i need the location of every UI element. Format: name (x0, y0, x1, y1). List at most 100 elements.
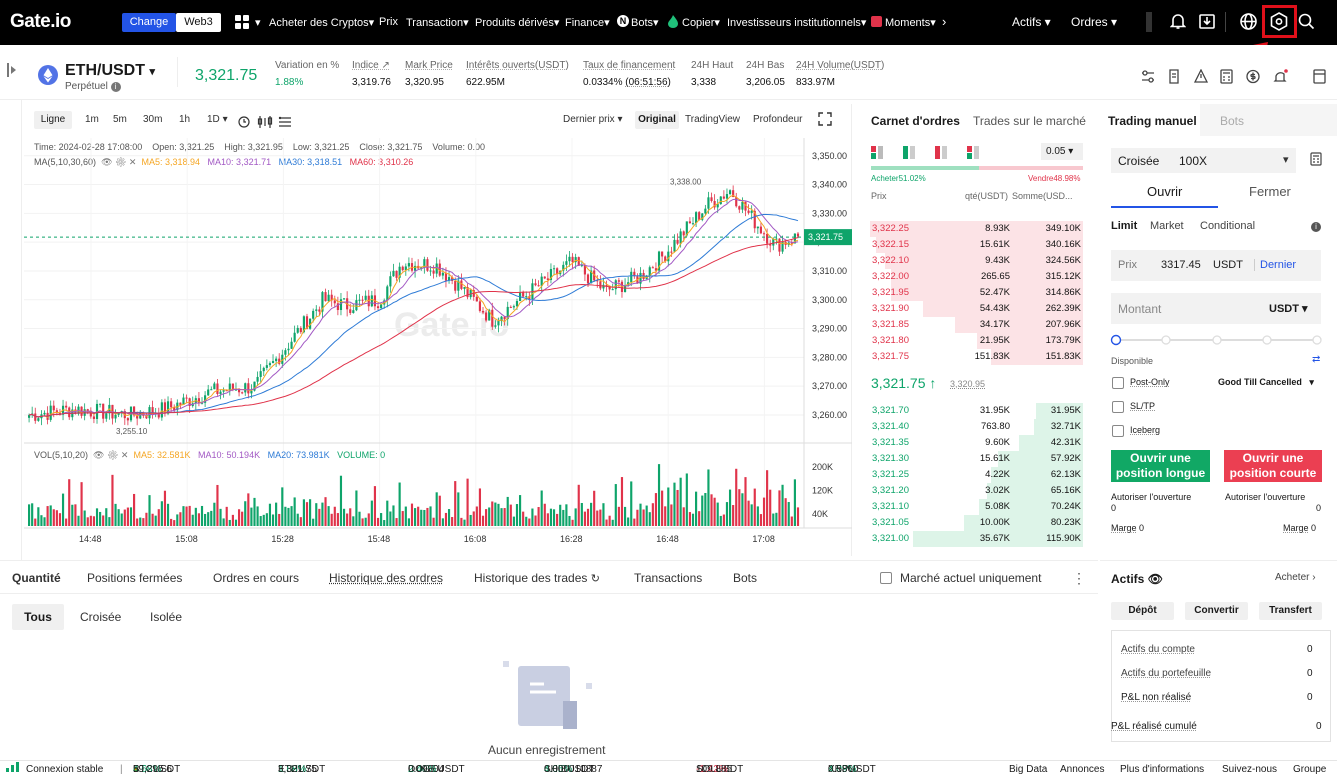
tab-manual-trading[interactable]: Trading manuel (1108, 114, 1197, 128)
bid-row[interactable]: 3,321.10 5.08K 70.24K (870, 499, 1083, 515)
ask-row[interactable]: 3,321.85 34.17K 207.96K (870, 317, 1083, 333)
interval-1h[interactable]: 1h (179, 114, 191, 125)
stat-label[interactable]: Intérêts ouverts(USDT) (466, 60, 569, 71)
tab-market-trades[interactable]: Trades sur le marché (973, 114, 1086, 128)
tab-historique-trades[interactable]: Historique des trades ↻ (474, 571, 600, 585)
sidebar-toggle-icon[interactable] (7, 63, 16, 77)
interval-5m[interactable]: 5m (113, 114, 127, 125)
nav-acheter[interactable]: Acheter des Cryptos▾ (269, 17, 375, 29)
change-toggle[interactable]: Change (122, 13, 176, 32)
bid-row[interactable]: 3,321.70 31.95K 31.95K (870, 403, 1083, 419)
asset-row-label[interactable]: P&L non réalisé (1121, 692, 1192, 703)
footer-link-plus-info[interactable]: Plus d'informations (1120, 764, 1205, 775)
tab-order-book[interactable]: Carnet d'ordres (871, 114, 960, 128)
asset-row-label[interactable]: Actifs du compte (1121, 644, 1195, 655)
settings-hexagon-icon[interactable] (1270, 12, 1288, 34)
tick-size-select[interactable]: 0.05 ▾ (1041, 143, 1083, 160)
nav-actifs[interactable]: Actifs ▾ (1012, 15, 1051, 29)
bid-row[interactable]: 3,321.35 9.60K 42.31K (870, 435, 1083, 451)
deposit-button[interactable]: Dépôt (1111, 602, 1174, 620)
refresh-icon[interactable]: ↻ (590, 573, 600, 585)
footer-link-annonces[interactable]: Annonces (1060, 764, 1105, 775)
iceberg-checkbox[interactable] (1112, 425, 1124, 437)
stat-label[interactable]: Mark Price (405, 60, 453, 71)
language-globe-icon[interactable] (1240, 13, 1257, 33)
subtab-tous[interactable]: Tous (12, 604, 64, 630)
download-icon[interactable] (1199, 13, 1215, 33)
web3-toggle[interactable]: Web3 (176, 13, 221, 32)
open-short-button[interactable]: Ouvrir une position courte (1224, 450, 1322, 482)
interval-1m[interactable]: 1m (85, 114, 99, 125)
tab-quantite[interactable]: Quantité (12, 571, 61, 585)
nav-finance[interactable]: Finance▾ (565, 17, 610, 29)
last-price-button[interactable]: Dernier (1254, 259, 1296, 271)
nav-more-chevron-icon[interactable]: › (942, 14, 947, 29)
more-vertical-icon[interactable]: ⋮ (1072, 570, 1086, 586)
nav-copier[interactable]: Copier▾ (682, 17, 720, 29)
subtab-isolee[interactable]: Isolée (150, 610, 183, 624)
tab-transactions[interactable]: Transactions (634, 571, 703, 585)
order-type-market[interactable]: Market (1150, 220, 1184, 232)
search-icon[interactable] (1298, 13, 1315, 33)
chart-type-ligne[interactable]: Ligne (34, 111, 72, 129)
ask-row[interactable]: 3,322.10 9.43K 324.56K (870, 253, 1083, 269)
tab-positions-fermees[interactable]: Positions fermées (87, 571, 183, 585)
margin-leverage-select[interactable]: Croisée 100X ▾ (1111, 148, 1296, 173)
open-long-button[interactable]: Ouvrir une position longue (1111, 450, 1210, 482)
nav-moments[interactable]: Moments▾ (885, 17, 936, 29)
footer-link-groupe[interactable]: Groupe (1293, 764, 1327, 775)
post-only-checkbox[interactable] (1112, 377, 1124, 389)
order-type-conditional[interactable]: Conditional (1200, 220, 1256, 232)
apps-chevron-icon[interactable]: ▾ (255, 17, 261, 29)
nav-investisseurs[interactable]: Investisseurs institutionnels▾ (727, 17, 867, 29)
close-tab[interactable]: Fermer (1249, 184, 1291, 199)
tab-bots[interactable]: Bots (1220, 114, 1245, 128)
asset-row-label[interactable]: P&L réalisé cumulé (1111, 721, 1197, 732)
order-type-limit[interactable]: Limit (1111, 220, 1138, 232)
notification-bell-icon[interactable] (1169, 13, 1187, 33)
time-in-force-select[interactable]: Good Till Cancelled ▾ (1218, 377, 1314, 387)
amount-slider[interactable] (1110, 334, 1324, 346)
bid-row[interactable]: 3,321.30 15.61K 57.92K (870, 451, 1083, 467)
footer-link-big-data[interactable]: Big Data (1009, 764, 1048, 775)
transfer-button[interactable]: Transfert (1259, 602, 1322, 620)
amount-unit-select[interactable]: USDT ▾ (1269, 303, 1308, 315)
price-input[interactable]: Prix 3317.45 USDT Dernier (1111, 250, 1321, 281)
nav-bots[interactable]: Bots▾ (631, 17, 659, 29)
ask-row[interactable]: 3,322.00 265.65 315.12K (870, 269, 1083, 285)
stat-label[interactable]: 24H Volume(USDT) (796, 60, 885, 71)
tab-historique-ordres[interactable]: Historique des ordres (329, 571, 444, 585)
candlestick-chart[interactable]: Gate.io3,350.003,340.003,330.003,320.003… (24, 138, 852, 556)
book-layout-icons[interactable] (871, 146, 991, 162)
open-tab[interactable]: Ouvrir (1147, 184, 1183, 199)
price-mode-select[interactable]: Dernier prix ▾ (563, 114, 623, 125)
nav-transaction[interactable]: Transaction▾ (406, 17, 469, 29)
footer-link-suivez-nous[interactable]: Suivez-nous (1222, 764, 1278, 775)
assets-buy-link[interactable]: Acheter › (1275, 572, 1316, 583)
info-icon[interactable]: i (1311, 222, 1321, 232)
tab-ordres-en-cours[interactable]: Ordres en cours (213, 571, 300, 585)
nav-ordres[interactable]: Ordres ▾ (1071, 15, 1118, 29)
view-profondeur[interactable]: Profondeur (753, 114, 803, 125)
ask-row[interactable]: 3,321.90 54.43K 262.39K (870, 301, 1083, 317)
bid-row[interactable]: 3,321.20 3.02K 65.16K (870, 483, 1083, 499)
stat-label[interactable]: Indice ↗ (352, 60, 390, 71)
convert-button[interactable]: Convertir (1185, 602, 1248, 620)
view-original[interactable]: Original (635, 111, 679, 129)
ask-row[interactable]: 3,322.15 15.61K 340.16K (870, 237, 1083, 253)
apps-grid-icon[interactable] (235, 15, 249, 29)
amount-input[interactable]: Montant USDT ▾ (1111, 293, 1321, 324)
ask-row[interactable]: 3,321.75 151.83K 151.83K (870, 349, 1083, 365)
ask-row[interactable]: 3,321.80 21.95K 173.79K (870, 333, 1083, 349)
sltp-checkbox[interactable] (1112, 401, 1124, 413)
asset-row-label[interactable]: Actifs du portefeuille (1121, 668, 1212, 679)
nav-produits-derives[interactable]: Produits dérivés▾ (475, 17, 560, 29)
current-market-checkbox[interactable] (880, 572, 892, 584)
ask-row[interactable]: 3,322.25 8.93K 349.10K (870, 221, 1083, 237)
calculator-icon[interactable] (1310, 152, 1322, 169)
transfer-swap-icon[interactable]: ⇄ (1312, 354, 1321, 365)
bid-row[interactable]: 3,321.00 35.67K 115.90K (870, 531, 1083, 547)
bid-row[interactable]: 3,321.05 10.00K 80.23K (870, 515, 1083, 531)
stat-label[interactable]: Taux de financement (583, 60, 676, 71)
pair-selector[interactable]: ETH/USDT ▾ (65, 62, 155, 79)
